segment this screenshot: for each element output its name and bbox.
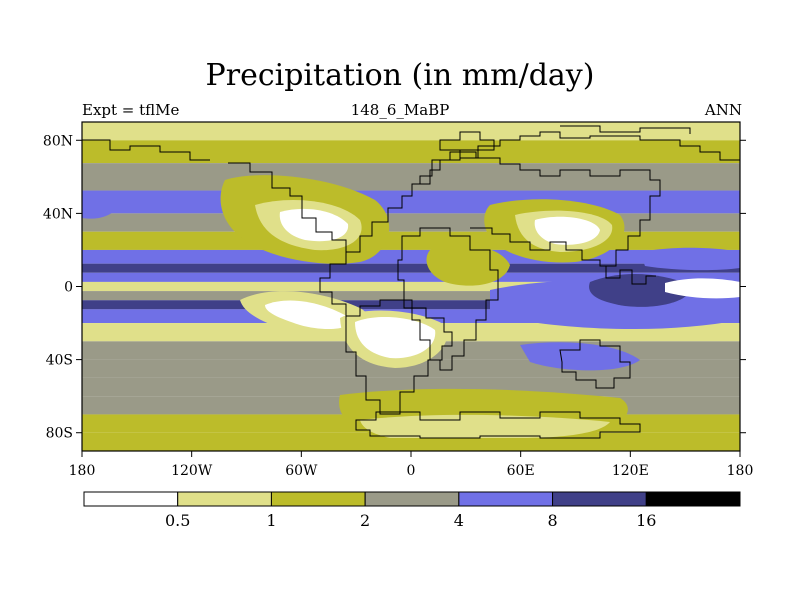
feature-southern-wet — [520, 342, 640, 371]
season-label: ANN — [704, 101, 742, 119]
latitude-labels: 80N 40N 0 40S 80S — [43, 133, 73, 441]
lat-label: 40N — [43, 206, 73, 222]
lon-label: 0 — [407, 463, 416, 479]
southeast-asia-outline — [600, 265, 656, 285]
arctic-islands-outline — [560, 125, 691, 134]
zonal-band — [82, 291, 740, 301]
colorbar-box — [458, 491, 554, 507]
colorbar-box — [645, 491, 741, 507]
feature-asia-dry-white — [534, 216, 600, 245]
africa-outline — [397, 227, 499, 371]
zonal-band — [82, 377, 740, 397]
antarctica-outline — [355, 411, 641, 439]
colorbar-box — [552, 491, 647, 507]
longitude-ticks — [81, 451, 741, 457]
zonal-band — [82, 263, 740, 273]
lon-label: 180 — [69, 463, 96, 479]
australia-outline — [559, 339, 631, 389]
lon-label: 60W — [285, 463, 318, 479]
colorbar-box — [177, 491, 272, 507]
feature-antarctic-light — [360, 414, 610, 438]
zonal-band — [82, 163, 740, 191]
feature-south-pacific-white — [265, 300, 351, 330]
feature-arctic-light — [82, 124, 740, 140]
period-label: 148_6_MaBP — [350, 101, 450, 119]
feature-east-pacific-dry — [665, 278, 740, 299]
chart-title: Precipitation (in mm/day) — [205, 58, 595, 93]
lon-label: 180 — [727, 463, 754, 479]
colorbar-label: 16 — [636, 511, 656, 530]
lon-label: 120E — [612, 463, 649, 479]
colorbar — [83, 491, 741, 507]
feature-arabia-dry-yellow — [426, 245, 510, 286]
eurasia-outline — [412, 151, 661, 267]
lat-label: 80N — [43, 133, 73, 149]
longitude-labels: 180 120W 60W 0 60E 120E 180 — [69, 463, 754, 479]
latitude-ticks — [76, 139, 746, 434]
feature-samerica-dry-white — [355, 316, 436, 359]
zonal-band — [82, 432, 740, 451]
feature-na-dry-white — [279, 208, 349, 242]
lat-label: 80S — [46, 426, 73, 442]
lon-label: 120W — [171, 463, 213, 479]
colorbar-label: 8 — [547, 511, 557, 530]
colorbar-label: 2 — [360, 511, 370, 530]
zonal-band — [82, 213, 740, 232]
feature-nw-pacific-wet — [640, 247, 740, 271]
north-america-outline — [228, 131, 740, 253]
colorbar-label: 1 — [266, 511, 276, 530]
central-america-outline — [319, 252, 347, 316]
alaska-outline — [82, 139, 210, 161]
feature-maritime-very-wet — [589, 274, 691, 307]
colorbar-box — [364, 491, 460, 507]
colorbar-label: 4 — [454, 511, 464, 530]
colorbar-label: 0.5 — [165, 511, 190, 530]
lat-label: 40S — [46, 353, 73, 369]
colorbar-box — [83, 491, 179, 507]
zonal-band — [82, 140, 740, 164]
experiment-label: Expt = tflMe — [82, 101, 180, 119]
continent-outlines — [82, 125, 740, 439]
zonal-band — [82, 281, 740, 292]
colorbar-labels: 0.5 1 2 4 8 16 — [165, 511, 656, 530]
lat-label: 0 — [64, 280, 73, 296]
feature-west-atlantic-wet — [82, 194, 118, 219]
zonal-band — [82, 300, 740, 310]
south-america-outline — [345, 299, 453, 415]
zonal-band — [82, 231, 740, 250]
lon-label: 60E — [507, 463, 535, 479]
colorbar-box — [270, 491, 366, 507]
zonal-band — [82, 272, 740, 282]
greenland-outline — [439, 131, 495, 159]
zonal-band — [82, 190, 740, 214]
